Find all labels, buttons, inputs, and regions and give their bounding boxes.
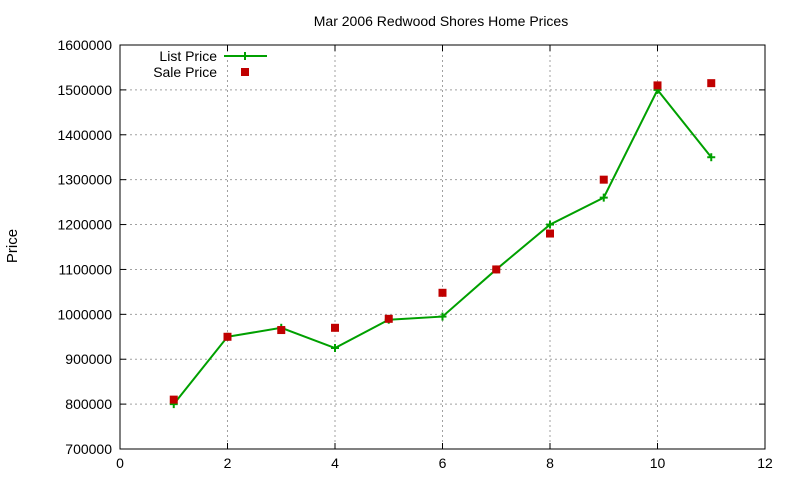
x-tick-label: 8: [546, 455, 554, 471]
legend-square-marker: [241, 68, 249, 76]
sale-price-point: [546, 229, 554, 238]
x-tick-label: 0: [116, 455, 124, 471]
list-price-point: [331, 344, 339, 352]
y-tick-label: 1100000: [59, 261, 113, 277]
x-tick-label: 10: [650, 455, 666, 471]
list-price-point: [546, 220, 554, 229]
y-tick-label: 1400000: [57, 127, 112, 143]
series-sale-price: [169, 79, 716, 404]
sale-price-point: [331, 323, 339, 332]
legend-label: Sale Price: [153, 64, 217, 80]
y-tick-label: 1200000: [57, 217, 112, 233]
sale-price-point: [277, 326, 286, 335]
sale-price-point: [599, 175, 608, 184]
sale-price-point: [492, 265, 501, 274]
x-tick-label: 6: [439, 455, 447, 471]
sale-price-point: [438, 288, 447, 297]
sale-price-point: [707, 79, 716, 88]
y-tick-label: 1500000: [57, 82, 112, 98]
axis-ticks: 0 2 4 6 8 10 12 700000 800000 900000 1000000 110000…: [57, 37, 773, 471]
sale-price-point: [384, 314, 393, 323]
list-price-point: [438, 312, 447, 321]
y-tick-label: 900000: [65, 351, 112, 367]
legend-plus-marker: [241, 52, 249, 60]
sale-price-point: [169, 395, 178, 404]
list-price-point: [599, 193, 608, 202]
x-tick-label: 12: [757, 455, 773, 471]
x-tick-label: 4: [331, 455, 339, 471]
y-tick-label: 1300000: [57, 172, 112, 188]
sale-price-point: [223, 332, 232, 341]
y-tick-label: 700000: [65, 441, 112, 457]
y-axis-label: Price: [4, 229, 21, 263]
chart-title: Mar 2006 Redwood Shores Home Prices: [314, 13, 568, 29]
sale-price-point: [653, 81, 662, 90]
legend-label: List Price: [159, 48, 217, 64]
grid-lines: [120, 45, 765, 449]
y-tick-label: 800000: [65, 396, 112, 412]
y-tick-label: 1000000: [57, 306, 112, 322]
series-layer: [169, 79, 716, 409]
list-price-point: [707, 153, 716, 162]
x-tick-label: 2: [224, 455, 232, 471]
y-tick-label: 1600000: [57, 37, 112, 53]
